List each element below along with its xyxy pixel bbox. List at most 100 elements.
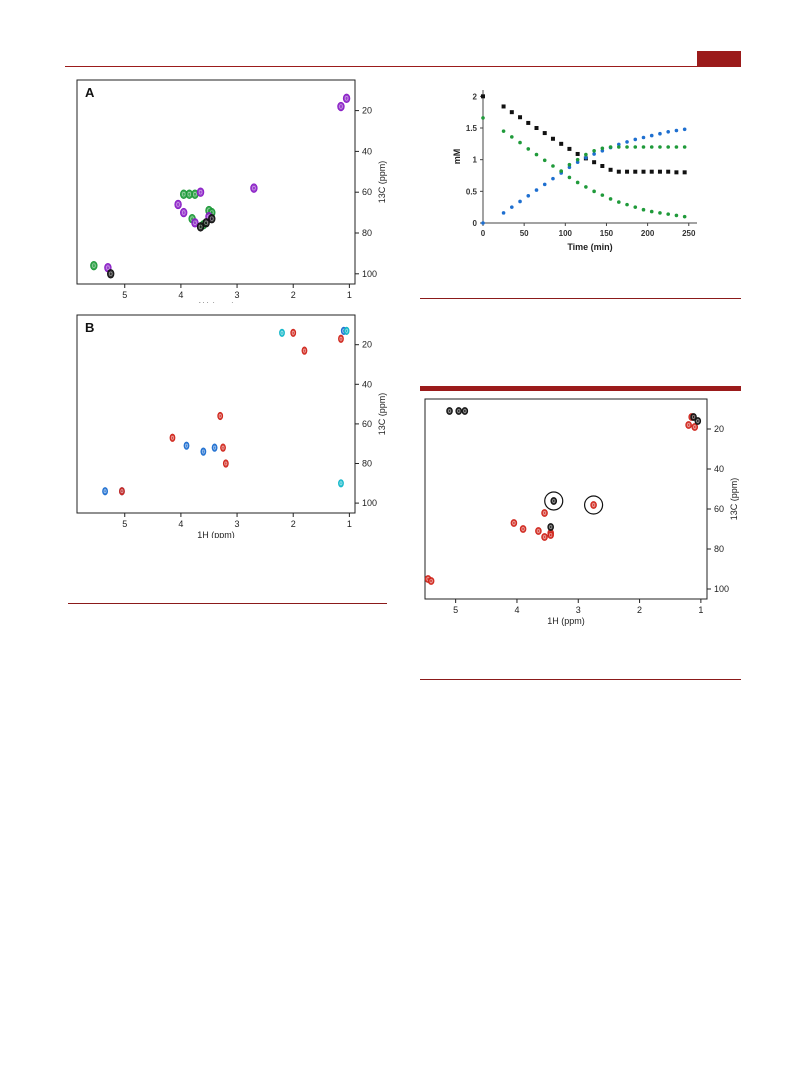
time-course-figure: 0 50 100 150 200 250 0 0.5 1 1.5 2 Time (min) mM	[452, 90, 697, 252]
data-point	[526, 147, 531, 151]
data-point	[518, 199, 522, 204]
x-tick-label: 200	[641, 229, 655, 238]
data-point	[559, 141, 564, 146]
x-tick-label: 3	[235, 290, 240, 300]
data-point	[682, 145, 687, 149]
y-tick-label: 60	[362, 187, 372, 197]
y-tick-label: 100	[714, 584, 729, 594]
plot-frame	[76, 314, 356, 514]
x-tick-label: 50	[520, 229, 529, 238]
data-point	[633, 205, 638, 209]
data-point	[526, 120, 531, 125]
data-point	[641, 145, 646, 149]
data-point	[575, 157, 580, 162]
data-point	[608, 145, 613, 149]
peak	[290, 328, 297, 337]
data-point	[666, 145, 670, 149]
peak	[519, 525, 527, 533]
data-point	[584, 155, 588, 160]
data-point	[592, 149, 596, 153]
x-tick-label: 1	[347, 290, 352, 300]
x-axis-label: 1H (ppm)	[547, 616, 585, 626]
peak	[196, 222, 205, 232]
peak	[590, 501, 597, 509]
circled-peak-marker	[583, 495, 604, 515]
peak	[119, 487, 125, 496]
data-point	[633, 145, 638, 149]
data-point	[575, 160, 580, 164]
data-point	[550, 136, 555, 141]
left-caption-rule	[68, 603, 387, 604]
peak	[202, 218, 210, 228]
data-point	[666, 169, 671, 174]
peak	[220, 443, 226, 452]
data-point	[657, 169, 662, 174]
data-point	[559, 169, 563, 173]
peak	[250, 183, 258, 193]
peak	[102, 487, 108, 496]
peak	[217, 411, 224, 421]
data-point	[551, 164, 555, 168]
data-point	[510, 135, 514, 139]
data-point	[575, 151, 580, 156]
y-tick-label: 1.5	[466, 124, 478, 133]
y-tick-label: 40	[362, 146, 372, 156]
peak	[90, 260, 98, 271]
circled-peak-marker	[544, 491, 564, 511]
data-point	[608, 167, 613, 172]
y-tick-label: 20	[362, 340, 372, 350]
y-axis-label: 13C (ppm)	[377, 393, 387, 436]
data-point	[567, 165, 572, 170]
peak	[200, 447, 207, 456]
data-point	[592, 152, 596, 156]
plot-frame	[424, 398, 708, 600]
peak	[106, 269, 115, 279]
x-tick-label: 250	[682, 229, 696, 238]
data-point	[542, 158, 547, 163]
peak	[547, 531, 554, 539]
peak	[690, 413, 697, 421]
data-point	[534, 126, 539, 130]
peak	[301, 346, 308, 355]
data-point	[542, 131, 547, 136]
data-point	[600, 164, 605, 168]
data-point	[551, 176, 555, 181]
data-point	[682, 127, 687, 132]
data-point	[600, 149, 605, 153]
data-point	[674, 128, 679, 133]
peak	[174, 199, 182, 210]
data-point	[641, 207, 646, 212]
peak	[455, 407, 463, 415]
data-point	[649, 145, 654, 149]
data-point	[666, 130, 670, 134]
data-point	[592, 189, 596, 194]
data-point	[616, 169, 621, 174]
data-point	[534, 152, 539, 157]
y-tick-label: 80	[362, 228, 372, 238]
data-point	[649, 133, 654, 138]
x-tick-label: 0	[481, 229, 486, 238]
x-axis-label: Time (min)	[567, 242, 612, 252]
data-point	[633, 169, 638, 174]
data-point	[600, 146, 605, 151]
data-point	[567, 175, 572, 180]
x-tick-label: 5	[453, 605, 458, 615]
peak	[446, 407, 453, 415]
data-point	[534, 188, 539, 192]
header-rule	[65, 66, 741, 67]
y-tick-label: 60	[714, 504, 724, 514]
x-axis-label: 1H (ppm)	[197, 301, 235, 303]
y-tick-label: 20	[362, 106, 372, 116]
data-point	[617, 200, 621, 204]
peak	[547, 523, 554, 531]
right-caption-rule-1	[420, 298, 741, 299]
data-point	[567, 146, 572, 151]
peak	[169, 433, 176, 442]
data-point	[584, 152, 588, 157]
panel-b-figure: 5 4 3 2 1 20 40 60 80 100 1H (ppm) 13C (ppm) B	[76, 314, 387, 538]
x-tick-label: 2	[291, 519, 296, 529]
peak	[338, 334, 344, 343]
data-point	[567, 162, 572, 167]
data-point	[658, 131, 662, 136]
x-axis-label: 1H (ppm)	[197, 530, 235, 538]
